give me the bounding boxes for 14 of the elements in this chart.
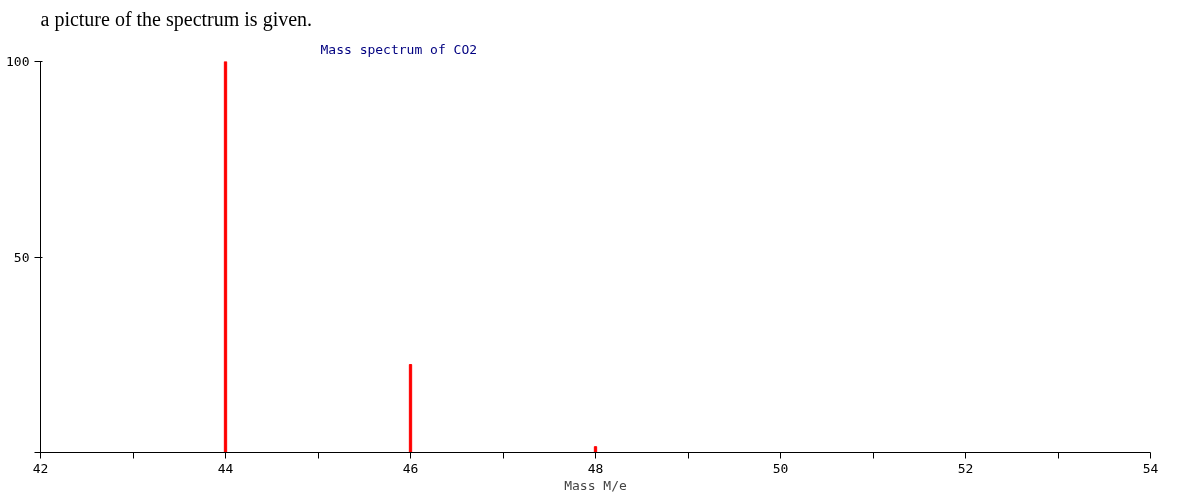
x-tick-label: 50 — [772, 460, 789, 476]
x-tick-label: 48 — [587, 460, 604, 476]
x-tick-label: 44 — [217, 460, 234, 476]
bar — [593, 446, 598, 453]
x-tick-label: 46 — [402, 460, 419, 476]
bar — [408, 364, 413, 453]
x-tick-label: 52 — [957, 460, 974, 476]
y-tick-label: 100 — [6, 54, 30, 69]
bar — [223, 61, 228, 453]
x-axis-title: Mass M/e — [564, 477, 627, 493]
text: a picture of the spectrum is given. — [40, 7, 313, 31]
chart-title: Mass spectrum of CO2 — [320, 41, 478, 57]
x-tick-label: 54 — [1142, 460, 1159, 476]
x-tick-label: 42 — [32, 460, 49, 476]
